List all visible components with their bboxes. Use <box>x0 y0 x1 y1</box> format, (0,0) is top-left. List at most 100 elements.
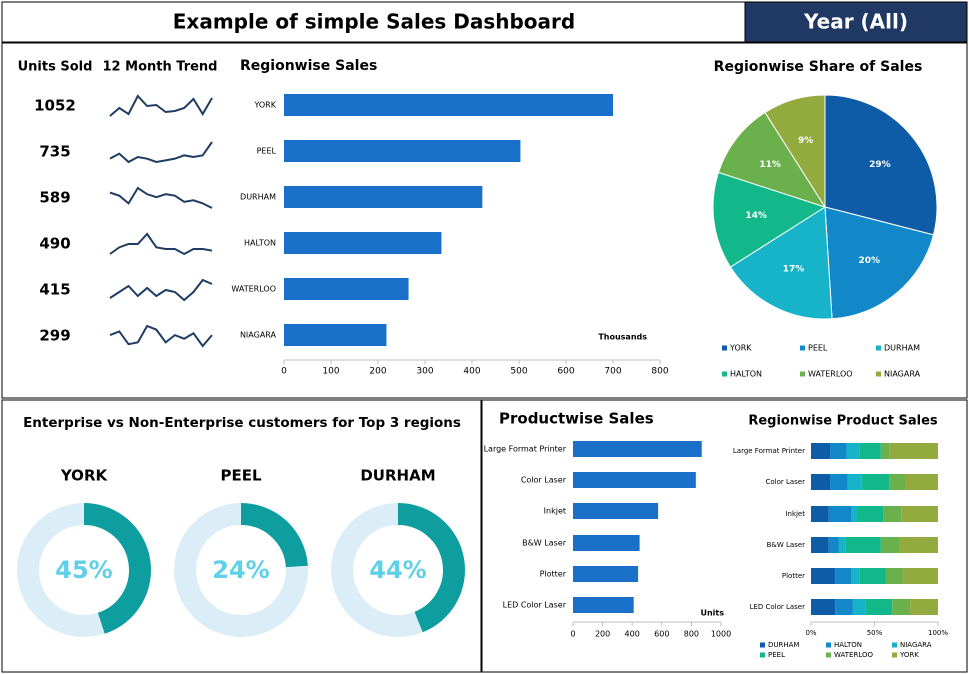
category-label: WATERLOO <box>231 285 276 294</box>
category-label: Color Laser <box>765 478 805 486</box>
bar <box>284 186 483 208</box>
legend-swatch <box>760 652 765 658</box>
bar <box>573 503 659 519</box>
bar-segment <box>901 506 938 522</box>
bar <box>284 324 387 346</box>
pie-slice <box>717 111 827 208</box>
bar-segment <box>883 506 902 522</box>
region-label: PEEL <box>220 467 261 485</box>
x-tick-label: 0 <box>281 367 287 377</box>
category-label: Large Format Printer <box>484 445 567 454</box>
dashboard-title: Example of simple Sales Dashboard <box>173 10 575 34</box>
category-label: HALTON <box>244 239 276 248</box>
bar-segment <box>828 537 839 553</box>
category-label: Color Laser <box>521 476 567 485</box>
slice-label: 9% <box>798 136 813 146</box>
bar-segment <box>830 443 847 459</box>
bar-segment <box>830 474 848 490</box>
region-label: YORK <box>60 467 109 485</box>
x-tick-label: 1000 <box>711 630 731 639</box>
chart-title: Regionwise Product Sales <box>748 414 938 429</box>
bar-segment <box>811 568 836 584</box>
axis-label: Thousands <box>598 333 647 342</box>
category-label: Plotter <box>782 572 805 580</box>
bar-segment <box>828 506 852 522</box>
bar-segment <box>847 474 862 490</box>
legend-label: HALTON <box>834 641 862 649</box>
bar-segment <box>838 537 846 553</box>
bar-segment <box>811 506 829 522</box>
bar-segment <box>880 537 900 553</box>
legend-swatch <box>826 652 831 658</box>
bar-segment <box>859 443 881 459</box>
bar-segment <box>846 443 860 459</box>
filter-box <box>744 1 968 43</box>
bar <box>573 441 702 457</box>
bar-segment <box>811 537 829 553</box>
bar-segment <box>880 443 890 459</box>
bar-segment <box>857 506 884 522</box>
chart-title: Enterprise vs Non-Enterprise customers f… <box>23 415 461 431</box>
column-title: 12 Month Trend <box>103 60 218 75</box>
legend-label: NIAGARA <box>900 641 932 649</box>
units-sold: 490 <box>39 235 70 253</box>
legend-label: DURHAM <box>884 344 920 353</box>
legend-swatch <box>722 345 727 351</box>
sparkline <box>109 232 213 256</box>
bottom-right-panel <box>481 399 968 673</box>
bar-segment <box>889 443 938 459</box>
bar-segment <box>851 506 858 522</box>
chart-title: Productwise Sales <box>499 410 654 428</box>
bar-segment <box>835 599 853 615</box>
pie-slice <box>824 206 935 320</box>
x-tick-label: 700 <box>604 367 621 377</box>
bar-segment <box>852 599 866 615</box>
bar <box>573 597 634 613</box>
units-sold: 299 <box>39 327 70 345</box>
legend-swatch <box>760 642 765 648</box>
legend-label: PEEL <box>768 651 785 659</box>
category-label: Inkjet <box>544 507 566 516</box>
legend-label: WATERLOO <box>808 370 853 379</box>
slice-label: 14% <box>745 211 767 221</box>
legend-swatch <box>892 642 897 648</box>
x-tick-label: 200 <box>369 367 386 377</box>
bar <box>284 278 409 300</box>
category-label: LED Color Laser <box>503 601 567 610</box>
x-tick-label: 100 <box>322 367 339 377</box>
x-tick-label: 0 <box>570 630 575 639</box>
x-tick-label: 0% <box>805 629 816 637</box>
legend-swatch <box>876 345 881 351</box>
units-sold: 415 <box>39 281 70 299</box>
bar-segment <box>903 568 938 584</box>
units-sold: 735 <box>39 143 70 161</box>
bar-segment <box>845 537 881 553</box>
legend-label: YORK <box>899 651 919 659</box>
x-tick-label: 300 <box>416 367 433 377</box>
slice-label: 29% <box>869 160 891 170</box>
top-panel <box>1 42 968 399</box>
category-label: Large Format Printer <box>733 447 805 455</box>
category-label: YORK <box>253 101 276 110</box>
units-sold: 1052 <box>34 97 76 115</box>
donut-value: 24% <box>212 556 269 584</box>
sparkline <box>109 278 213 302</box>
sparkline <box>109 94 213 117</box>
legend-label: NIAGARA <box>884 370 921 379</box>
donut-arc <box>397 503 465 633</box>
category-label: PEEL <box>257 147 277 156</box>
bar-segment <box>859 568 886 584</box>
year-filter[interactable]: Year (All) <box>803 10 908 34</box>
chart-title: Regionwise Sales <box>240 58 377 74</box>
bar-segment <box>889 474 905 490</box>
title-box <box>1 1 746 43</box>
chart-title: Regionwise Share of Sales <box>714 59 923 75</box>
bar-segment <box>811 474 831 490</box>
category-label: DURHAM <box>240 193 276 202</box>
axis-label: Units <box>700 609 724 618</box>
bar-segment <box>851 568 860 584</box>
donut-value: 44% <box>369 556 426 584</box>
category-label: Inkjet <box>785 510 805 518</box>
bar-segment <box>861 474 890 490</box>
